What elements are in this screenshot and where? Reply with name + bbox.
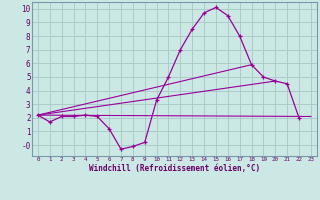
X-axis label: Windchill (Refroidissement éolien,°C): Windchill (Refroidissement éolien,°C) <box>89 164 260 173</box>
